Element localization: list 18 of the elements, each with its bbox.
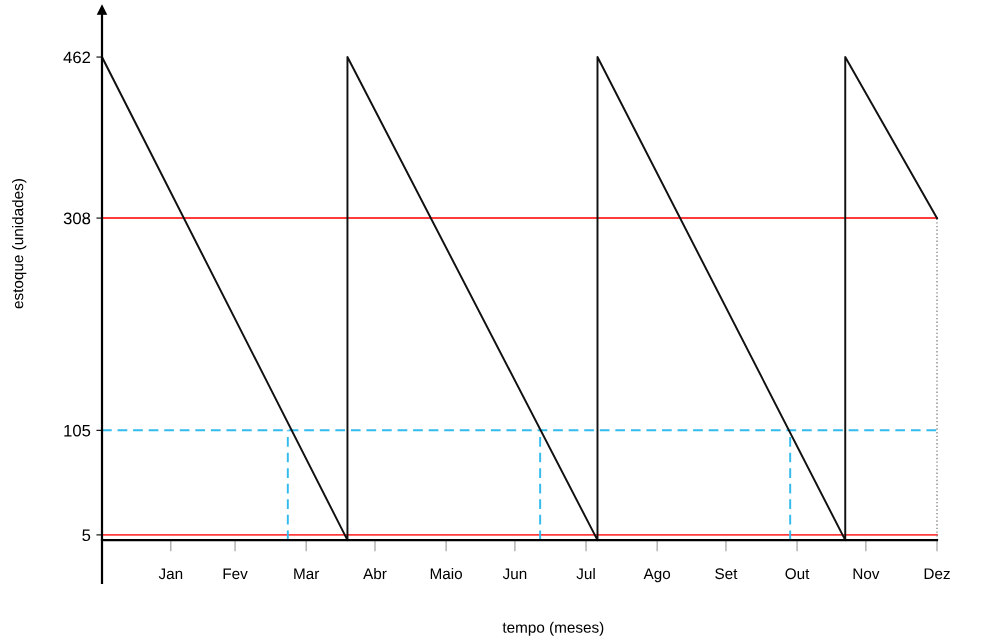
x-tick-label: Out (785, 568, 810, 580)
y-axis-title: estoque (unidades) (12, 179, 27, 309)
x-tick-label: Dez (924, 568, 950, 580)
y-tick-label: 462 (63, 51, 91, 64)
x-tick-label: Fev (223, 568, 248, 580)
x-tick-label: Set (715, 568, 738, 580)
x-tick-label: Jul (576, 567, 595, 580)
x-tick-label: Ago (643, 568, 671, 583)
x-tick-label: Jun (502, 568, 527, 580)
y-tick-label: 105 (64, 424, 91, 437)
x-tick-label: Maio (430, 567, 463, 580)
x-tick-label: Jan (158, 568, 183, 580)
y-tick-label: 308 (63, 212, 91, 225)
x-tick-label: Abr (363, 567, 387, 580)
x-axis-title: tempo (meses) (502, 621, 604, 636)
x-tick-label: Mar (294, 568, 320, 580)
y-tick-label: 5 (82, 529, 91, 542)
x-tick-label: Nov (853, 568, 880, 580)
